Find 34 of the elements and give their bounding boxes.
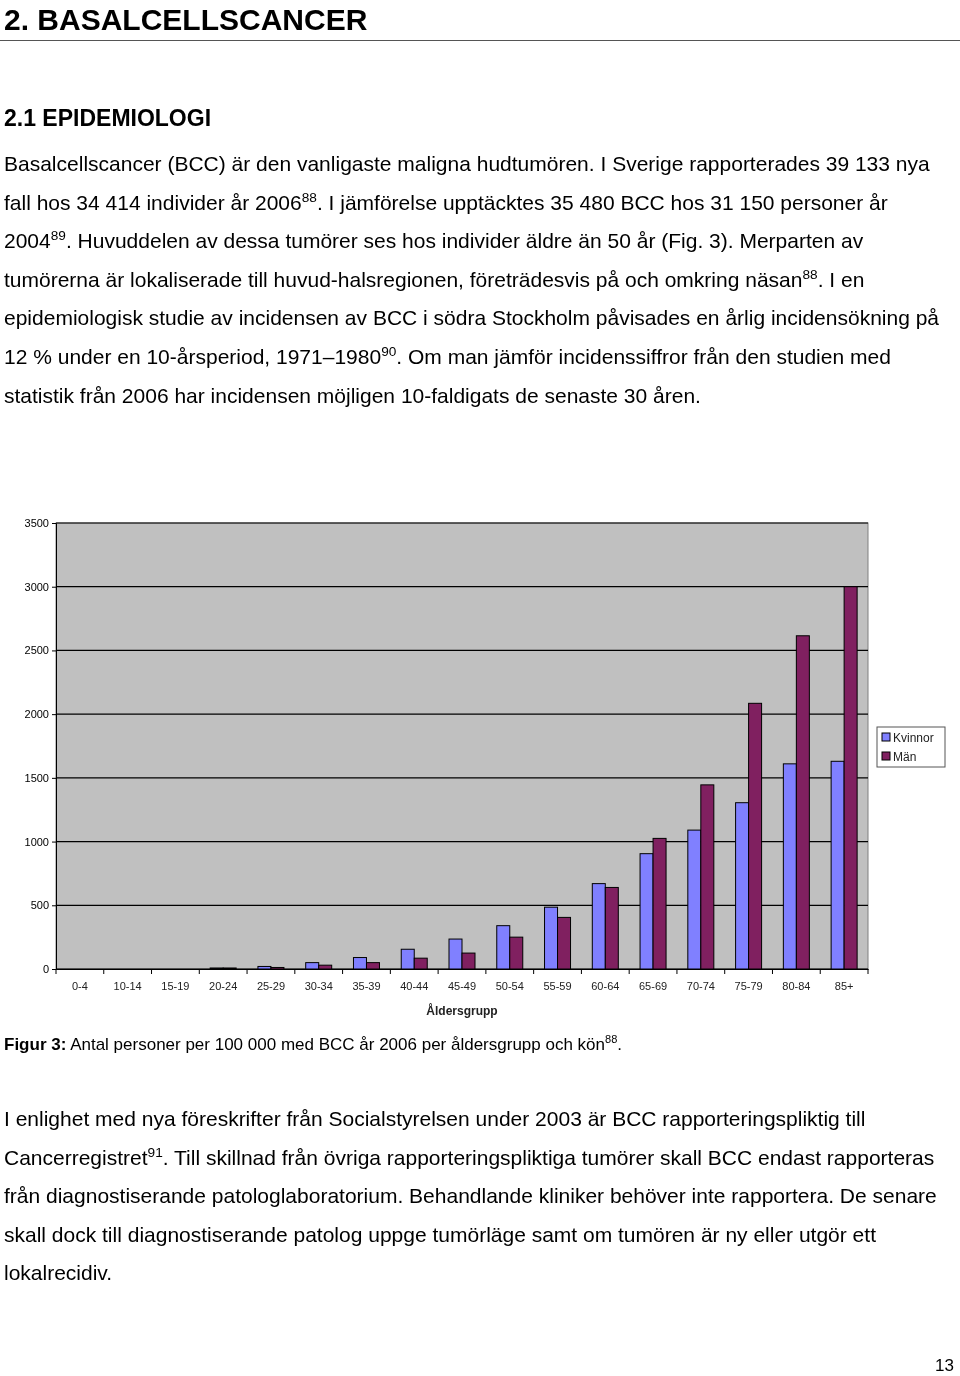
y-tick-label: 2500 bbox=[24, 644, 49, 657]
x-tick-label: 30-34 bbox=[304, 979, 333, 992]
chart-subtitle: 2.1 EPIDEMIOLOGI bbox=[4, 104, 212, 133]
text: I enlighet med nya föreskrifter från Socialstyrelsen under 2003 är BCC rapporteringspliktig till Cancerregistret$^{91}$. Till skillnad från övriga rapporteringspliktiga tumörer skall BCC endast rapporteras från diagnostiserande patologlaboratorium. Behandlande kliniker behöver inte rapportera. De senare skall dock till diagnostiserande patolog uppge tumörläge samt om tumören är ny eller utgör ett lokalrecidiv. bbox=[4, 1106, 938, 1287]
x-tick-label: 80-84 bbox=[782, 979, 811, 992]
y-tick-label: 500 bbox=[30, 899, 49, 912]
x-tick-label: 0-4 bbox=[71, 979, 88, 992]
x-tick-label: 65-69 bbox=[638, 979, 668, 992]
y-tick-label: 2000 bbox=[24, 708, 49, 721]
y-tick-label: 1500 bbox=[24, 771, 49, 784]
x-tick-label: 60-64 bbox=[591, 979, 620, 992]
y-tick-label: 3500 bbox=[24, 517, 49, 530]
y-tick-label: 0 bbox=[42, 963, 49, 976]
x-tick-label: 25-29 bbox=[256, 979, 286, 992]
chart-title: 2. BASALCELLSCANCER bbox=[4, 2, 368, 38]
x-tick-label: 20-24 bbox=[209, 979, 238, 992]
x-tick-label: 85+ bbox=[834, 979, 854, 992]
x-tick-label: 45-49 bbox=[447, 979, 477, 992]
y-tick-label: 3000 bbox=[24, 580, 49, 593]
x-tick-label: 55-59 bbox=[543, 979, 572, 992]
x-tick-label: 70-74 bbox=[686, 979, 715, 992]
legend-label: Män bbox=[893, 750, 917, 764]
y-tick-label: 1000 bbox=[24, 835, 49, 848]
x-tick-label: 75-79 bbox=[734, 979, 763, 992]
text: Basalcellscancer (BCC) är den vanligaste maligna hudtumören. I Sverige rapporterades 39 133 nya fall hos 34 414 individer år 2006$^{88}$. I jämförelse upptäcktes 35 480 BCC hos 31 150 personer år 2004$^{89}$. Huvuddelen av dessa tumörer ses hos individer äldre än 50 år (Fig. 3). Merparten av tumörerna är lokaliserade till huvud-halsregionen, företrädesvis på och omkring näsan$^{88}$. I en epidemiologisk studie av incidensen av BCC i södra Stockholm påvisades en årlig incidensökning på 12 % under en 10-årsperiod, 1971–1980$^{90}$. Om man jämför incidenssiffror från den studien med statistik från 2006 har incidensen möjligen 10-faldigats de senaste 30 åren. bbox=[4, 152, 940, 407]
text: Figur 3: Antal personer per 100 000 med BCC år 2006 per åldersgrupp och kön$^{88}$. bbox=[4, 1032, 623, 1056]
x-axis-title: Åldersgrupp bbox=[426, 1003, 498, 1018]
x-tick-label: 35-39 bbox=[352, 979, 381, 992]
x-tick-label: 10-14 bbox=[113, 979, 142, 992]
x-tick-label: 40-44 bbox=[400, 979, 429, 992]
x-tick-label: 15-19 bbox=[161, 979, 190, 992]
legend-label: Kvinnor bbox=[893, 731, 934, 745]
x-tick-label: 50-54 bbox=[495, 979, 524, 992]
text: 13 bbox=[935, 1356, 954, 1376]
